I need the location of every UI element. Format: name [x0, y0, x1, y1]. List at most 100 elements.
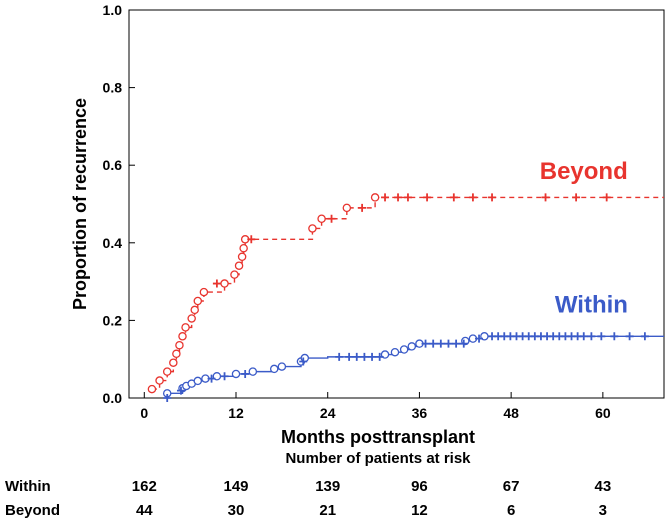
y-tick-label: 0.0	[103, 390, 123, 406]
event-point-beyond	[342, 203, 352, 213]
series-within	[162, 332, 664, 402]
censor-mark-within	[345, 352, 354, 361]
event-point-within	[300, 353, 310, 363]
censor-mark-within	[640, 332, 649, 341]
event-point-beyond	[190, 305, 199, 315]
risk-value: 162	[132, 478, 157, 495]
censor-mark-beyond	[358, 203, 367, 212]
risk-value: 12	[411, 502, 428, 519]
censor-mark-beyond	[572, 193, 581, 202]
censor-mark-beyond	[488, 193, 497, 202]
event-point-beyond	[172, 349, 181, 359]
censor-mark-beyond	[212, 279, 221, 288]
event-point-within	[407, 342, 417, 351]
risk-value: 139	[315, 478, 340, 495]
event-point-beyond	[239, 243, 248, 253]
censor-mark-within	[335, 352, 344, 361]
censor-mark-within	[352, 352, 361, 361]
event-point-beyond	[187, 314, 196, 323]
event-point-beyond	[147, 384, 157, 394]
y-tick-label: 0.6	[103, 157, 123, 173]
event-point-within	[399, 345, 409, 354]
censor-mark-within	[444, 339, 453, 348]
risk-value: 30	[228, 502, 245, 519]
y-axis-title: Proportion of recurrence	[70, 98, 90, 310]
risk-value: 3	[599, 502, 607, 519]
event-point-within	[231, 369, 241, 379]
x-tick-label: 48	[503, 405, 519, 421]
risk-table-title: Number of patients at risk	[285, 450, 471, 467]
y-tick-label: 0.4	[103, 235, 123, 251]
risk-value: 43	[595, 478, 612, 495]
censor-mark-beyond	[449, 193, 458, 202]
event-point-within	[248, 367, 258, 376]
risk-value: 149	[223, 478, 248, 495]
event-point-within	[269, 364, 279, 374]
x-tick-label: 60	[595, 405, 611, 421]
y-tick-label: 1.0	[103, 2, 123, 18]
risk-value: 96	[411, 478, 428, 495]
risk-value: 21	[319, 502, 336, 519]
x-tick-label: 36	[412, 405, 428, 421]
censor-mark-within	[368, 352, 377, 361]
x-tick-label: 24	[320, 405, 336, 421]
series-label-beyond: Beyond	[540, 158, 628, 185]
censor-mark-beyond	[247, 235, 256, 244]
x-axis-title: Months posttransplant	[281, 427, 475, 447]
x-tick-label: 12	[228, 405, 244, 421]
y-tick-label: 0.2	[103, 312, 123, 328]
plot-area	[128, 9, 665, 399]
event-point-beyond	[181, 323, 190, 332]
censor-mark-within	[587, 332, 596, 341]
series-label-within: Within	[555, 292, 628, 319]
censor-mark-beyond	[394, 193, 403, 202]
event-point-beyond	[230, 270, 239, 279]
event-point-beyond	[220, 279, 229, 288]
censor-mark-within	[176, 386, 185, 395]
series-layer	[147, 193, 664, 402]
risk-value: 67	[503, 478, 520, 495]
event-point-beyond	[178, 332, 187, 341]
x-tick-label: 0	[140, 405, 148, 421]
censor-mark-within	[163, 394, 172, 402]
risk-value: 44	[136, 502, 153, 519]
censor-mark-within	[436, 339, 445, 348]
censor-mark-within	[452, 339, 461, 348]
event-point-beyond	[317, 214, 326, 223]
series-label-layer: Beyond Within	[540, 158, 628, 319]
event-point-beyond	[199, 287, 209, 297]
event-point-beyond	[155, 376, 164, 385]
event-point-beyond	[237, 252, 247, 262]
event-point-within	[277, 362, 287, 371]
event-point-beyond	[169, 358, 178, 367]
censor-mark-within	[475, 334, 484, 343]
risk-row-label: Beyond	[5, 502, 60, 519]
censor-mark-beyond	[423, 193, 432, 202]
event-point-beyond	[162, 367, 172, 376]
censor-mark-beyond	[403, 193, 412, 202]
censor-mark-within	[579, 332, 588, 341]
censor-mark-within	[241, 369, 250, 378]
event-point-beyond	[193, 296, 203, 306]
risk-table: Within 162 149 139 96 67 43 Beyond 44 30 21 12 6 3	[5, 478, 611, 519]
censor-mark-beyond	[602, 193, 611, 202]
event-point-within	[390, 347, 400, 357]
event-point-beyond	[175, 340, 184, 350]
censor-mark-within	[459, 339, 468, 348]
risk-value: 6	[507, 502, 515, 519]
censor-mark-within	[220, 372, 229, 381]
event-point-beyond	[370, 193, 380, 202]
censor-mark-beyond	[468, 193, 477, 202]
censor-mark-within	[375, 352, 384, 361]
axis-ticks: 0 12 24 36 48 60 0.0 0.2 0.4 0.6 0.8 1.0	[103, 2, 611, 421]
censor-mark-within	[597, 332, 606, 341]
risk-row-label: Within	[5, 478, 51, 495]
event-point-within	[193, 376, 203, 386]
censor-mark-within	[625, 332, 634, 341]
censor-mark-within	[421, 339, 430, 348]
censor-mark-within	[207, 374, 216, 383]
event-point-beyond	[308, 224, 317, 233]
censor-mark-within	[299, 357, 308, 366]
